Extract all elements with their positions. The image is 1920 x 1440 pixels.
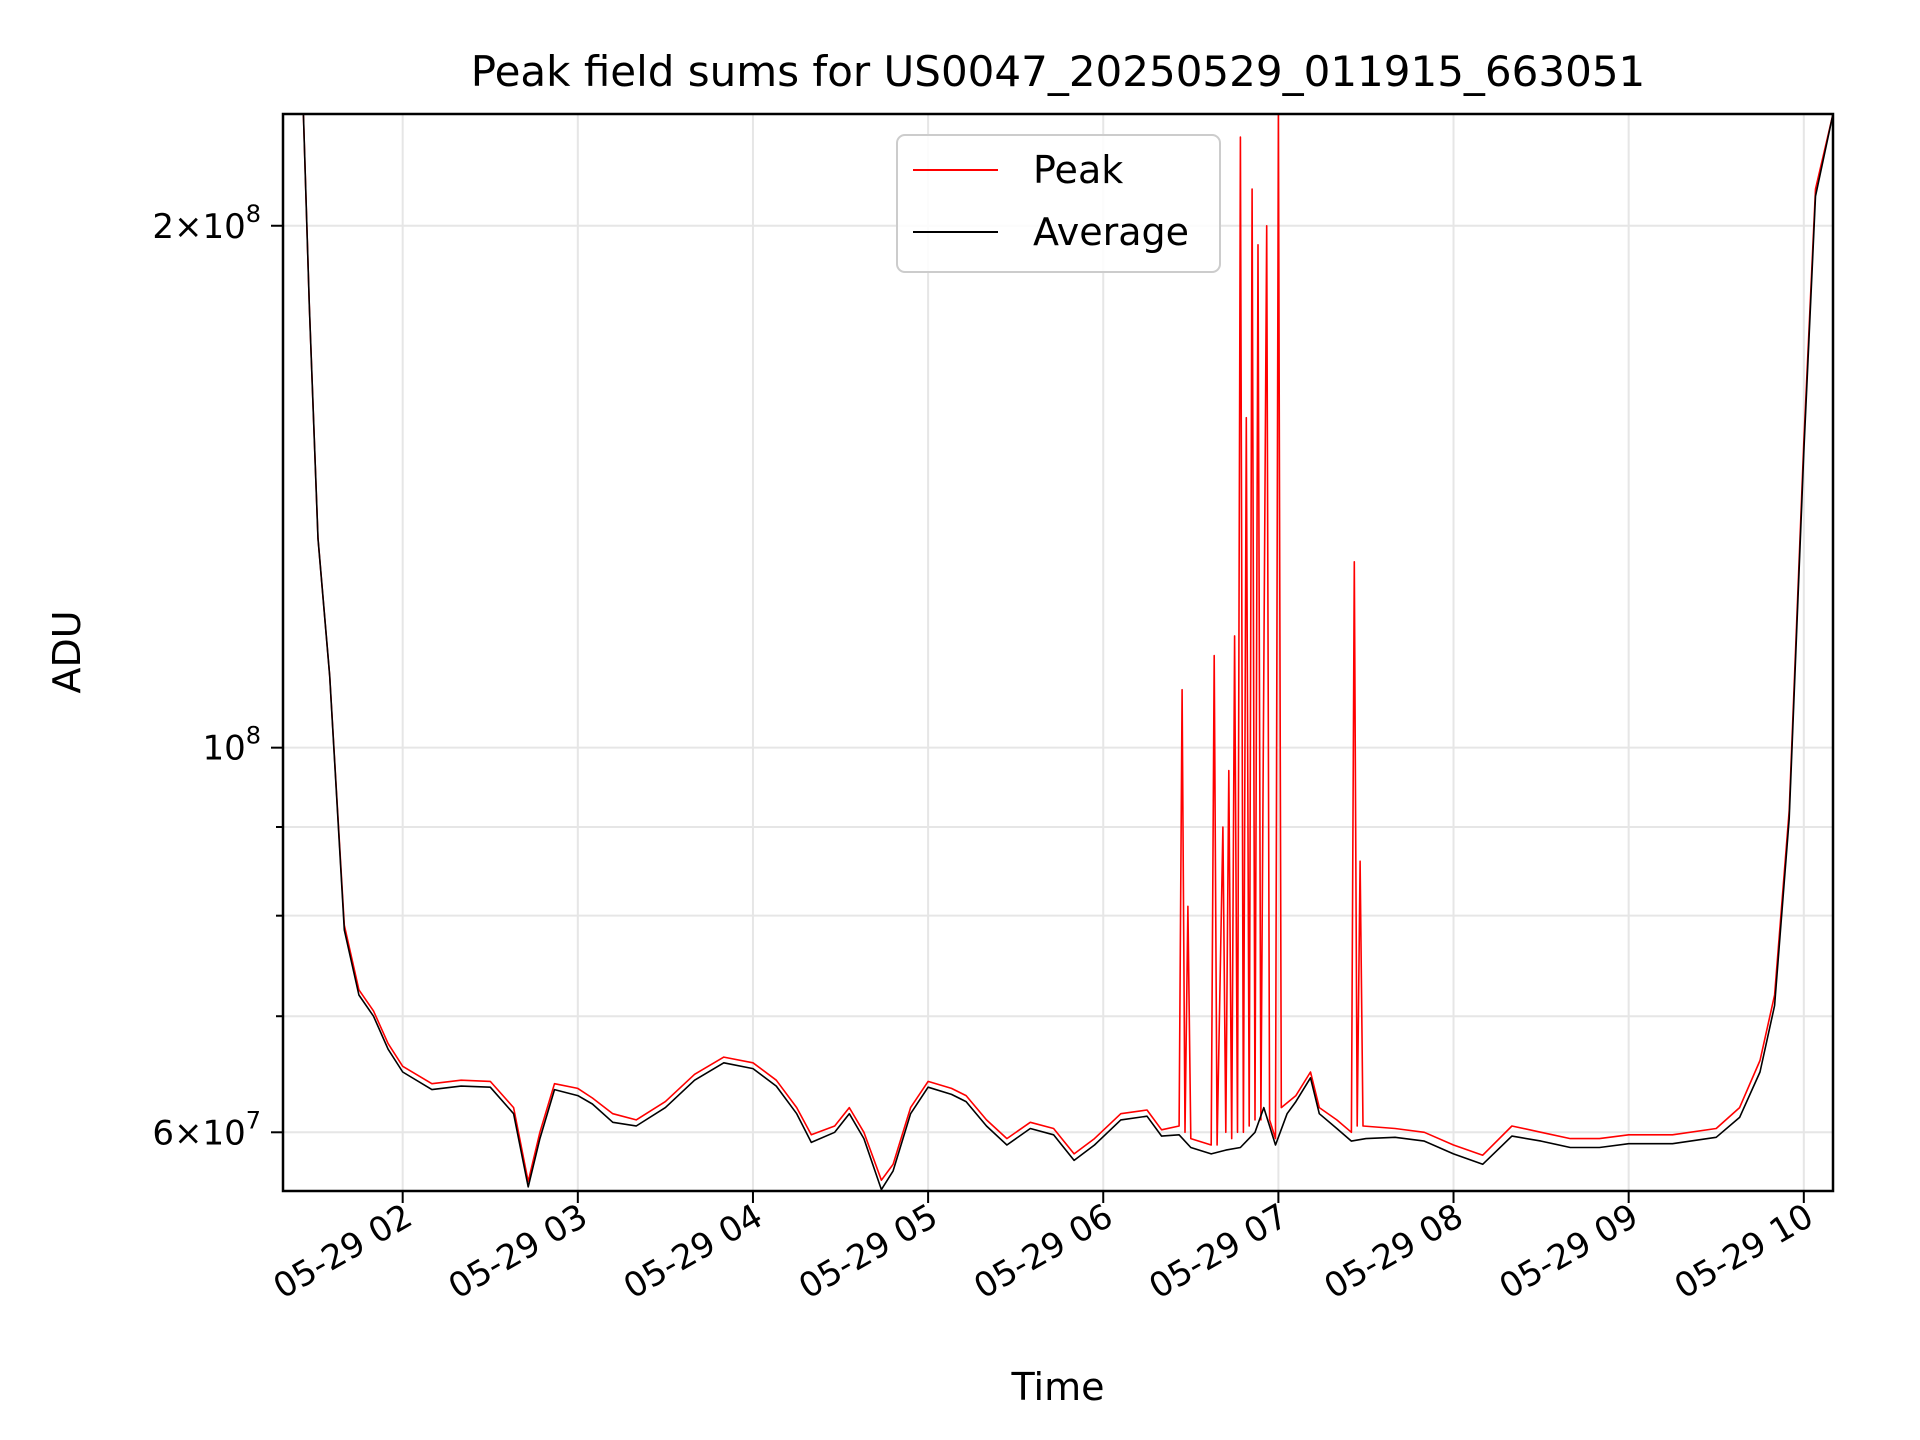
- y-tick-label: 2×108: [152, 200, 261, 247]
- y-tick-label-base: 6×10: [152, 1113, 245, 1153]
- legend-label-average: Average: [1033, 210, 1189, 254]
- y-tick-label-exponent: 8: [246, 722, 261, 750]
- y-axis-label: ADU: [45, 610, 89, 693]
- series-lines: [302, 114, 1833, 1191]
- legend: Peak Average: [896, 134, 1221, 273]
- y-tick-label-exponent: 8: [246, 200, 261, 228]
- y-tick-label-base: 10: [202, 729, 245, 769]
- series-line-peak: [302, 114, 1833, 1183]
- x-axis-label: Time: [1011, 1365, 1105, 1409]
- series-line-average: [302, 114, 1833, 1191]
- y-tick-label: 6×107: [152, 1106, 261, 1153]
- y-tick-label-base: 2×10: [152, 207, 245, 247]
- y-tick-label-exponent: 7: [246, 1106, 261, 1134]
- axes-frame: [281, 112, 1835, 1193]
- legend-label-peak: Peak: [1033, 148, 1123, 192]
- y-tick-label: 108: [202, 722, 261, 769]
- chart-title: Peak field sums for US0047_20250529_0119…: [471, 47, 1646, 96]
